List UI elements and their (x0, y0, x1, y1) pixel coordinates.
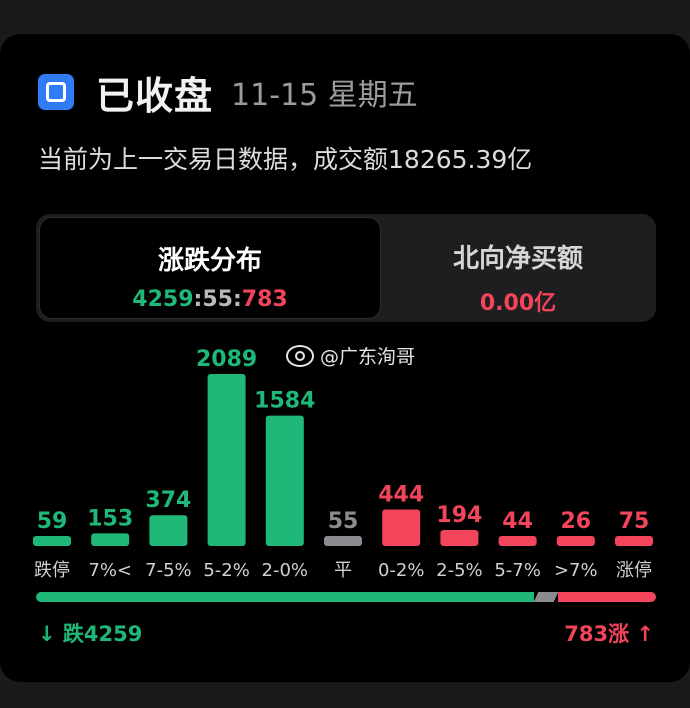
market-status: 已收盘 (96, 73, 214, 118)
ratio-separator: : (232, 287, 242, 312)
bottom-strip (0, 682, 690, 708)
ratio-separator: : (193, 287, 203, 312)
tab-northbound-value: 0.00亿 (479, 291, 557, 316)
top-strip (0, 0, 690, 34)
up-count: 783 (241, 287, 288, 312)
tab-distribution-value: 4259:55:783 (40, 287, 380, 312)
tab-northbound-label: 北向净买额 (452, 244, 583, 274)
tab-distribution-label: 涨跌分布 (157, 246, 262, 276)
tab-distribution[interactable]: 涨跌分布 4259:55:783 (40, 218, 380, 318)
breadth-bar-up (557, 592, 656, 602)
tab-northbound[interactable]: 北向净买额 0.00亿 (380, 214, 656, 322)
down-count: 4259 (132, 287, 194, 312)
flat-count: 55 (202, 287, 233, 312)
breadth-bar-flat (533, 592, 559, 602)
breadth-bar-down (36, 592, 534, 602)
watermark: @广东洵哥 (286, 342, 415, 369)
breadth-bar (36, 592, 656, 602)
weibo-icon (286, 344, 314, 367)
app-icon (38, 74, 74, 110)
card-header: 已收盘 11-15 星期五 (38, 72, 418, 118)
down-summary: ↓ 跌4259 (38, 622, 143, 646)
trade-date: 11-15 星期五 (231, 78, 418, 113)
turnover-subtitle: 当前为上一交易日数据，成交额18265.39亿 (38, 145, 533, 174)
tab-bar: 涨跌分布 4259:55:783 北向净买额 0.00亿 (36, 214, 656, 322)
watermark-text: @广东洵哥 (320, 346, 416, 368)
up-summary: 783涨 ↑ (564, 622, 654, 646)
market-card (0, 34, 690, 682)
